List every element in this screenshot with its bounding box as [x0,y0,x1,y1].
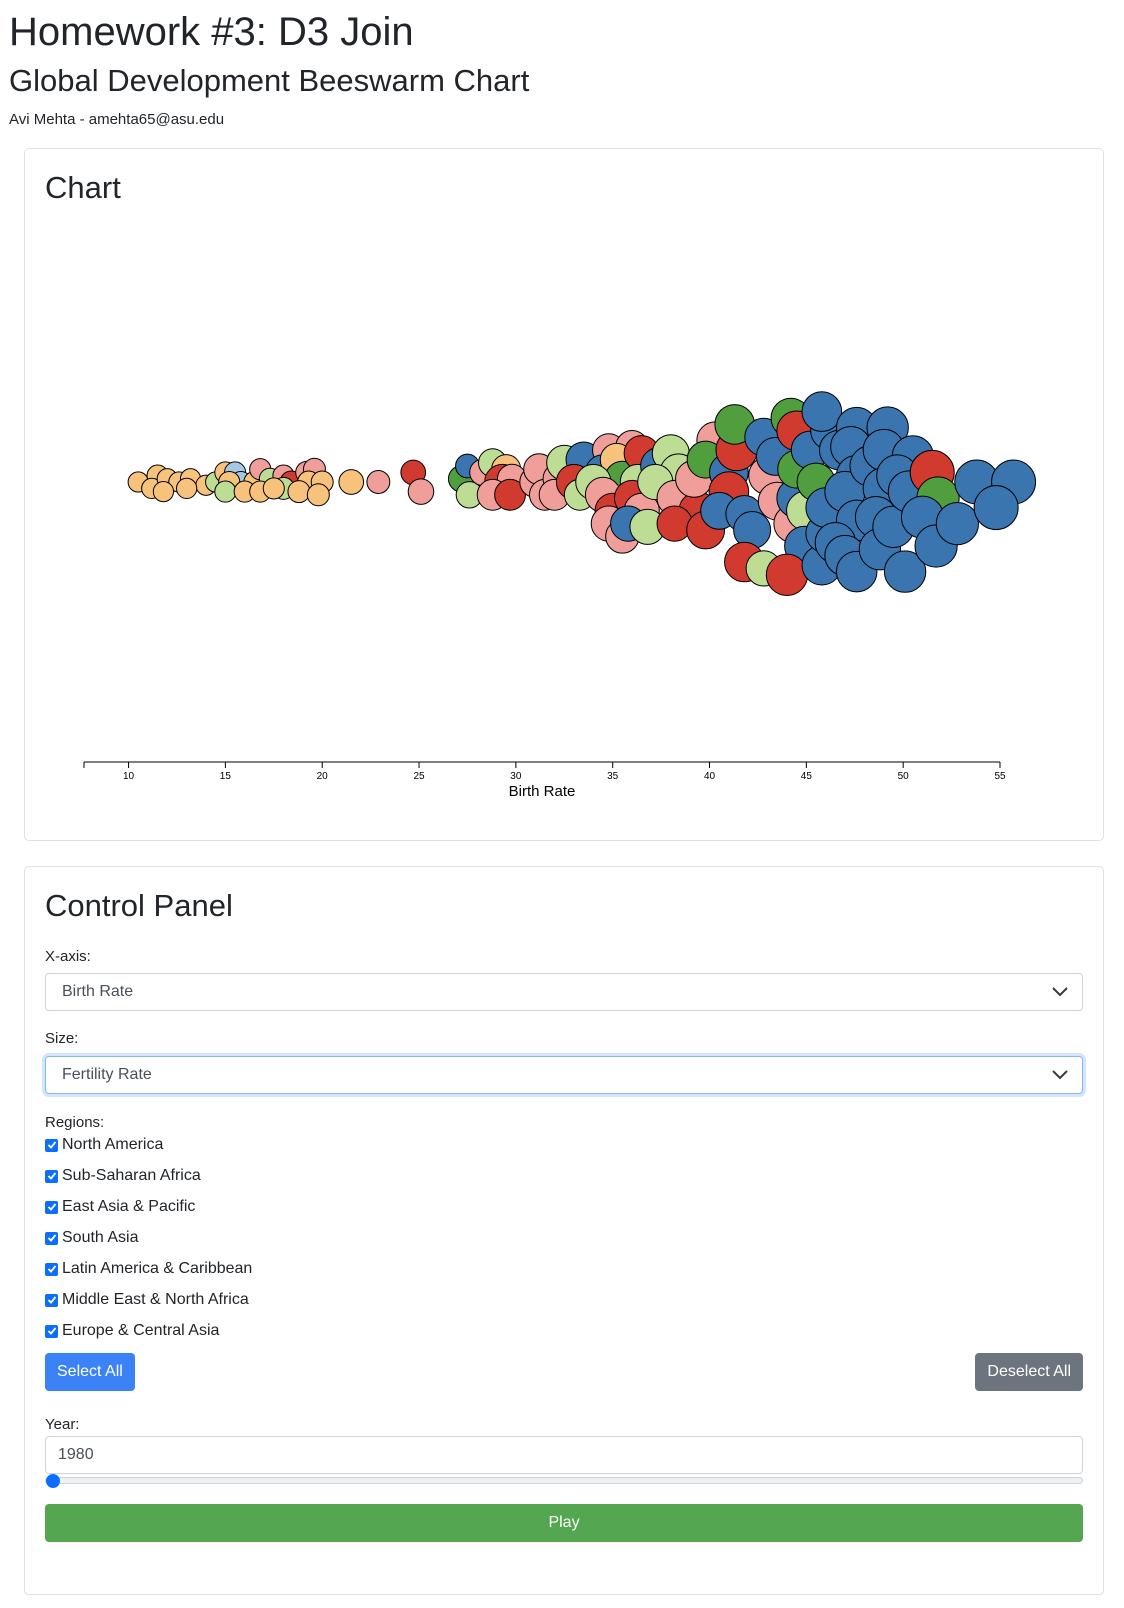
country-node[interactable] [935,501,980,546]
size-label: Size: [45,1030,79,1047]
region-checkbox-latin-america-caribbean[interactable]: Latin America & Caribbean [45,1258,252,1280]
size-select-value: Fertility Rate [62,1066,152,1083]
year-label: Year: [45,1416,80,1433]
x-axis-ticks: 10 15 20 25 30 35 40 45 50 55 [83,762,1006,782]
region-label: Middle East & North Africa [62,1291,249,1308]
select-all-button[interactable]: Select All [45,1353,135,1391]
author-line: Avi Mehta - amehta65@asu.edu [9,111,225,128]
chevron-down-icon [1052,987,1068,997]
country-node[interactable] [287,480,311,504]
checkbox-checked-icon[interactable] [45,1169,58,1183]
x-axis-tick-label: 30 [510,771,522,782]
deselect-all-button[interactable]: Deselect All [975,1353,1083,1391]
country-node[interactable] [801,391,843,432]
country-node[interactable] [262,477,285,500]
country-node[interactable] [338,469,365,495]
xaxis-label: X-axis: [45,948,91,965]
chart-card: Chart 10 15 20 25 30 35 40 45 50 55 Birth Rate [24,148,1104,841]
x-axis-tick-label: 40 [704,771,716,782]
x-axis-tick-label: 45 [801,771,813,782]
x-axis-tick-label: 25 [413,771,425,782]
x-axis-tick-label: 20 [317,771,329,782]
region-label: Sub-Saharan Africa [62,1167,201,1184]
size-select[interactable]: Fertility Rate [45,1056,1083,1094]
checkbox-checked-icon[interactable] [45,1324,58,1338]
country-node[interactable] [366,470,391,494]
checkbox-checked-icon[interactable] [45,1200,58,1214]
country-node[interactable] [973,485,1019,531]
region-label: Latin America & Caribbean [62,1260,253,1277]
x-axis-label: Birth Rate [509,783,576,800]
region-label: South Asia [62,1229,139,1246]
chart-nodes [127,391,1037,596]
checkbox-checked-icon[interactable] [45,1138,58,1152]
play-button[interactable]: Play [45,1504,1083,1542]
checkbox-checked-icon[interactable] [45,1293,58,1307]
x-axis-tick-label: 50 [898,771,910,782]
region-checkbox-sub-saharan-africa[interactable]: Sub-Saharan Africa [45,1165,201,1187]
region-checkbox-east-asia-pacific[interactable]: East Asia & Pacific [45,1196,195,1218]
x-axis-tick-label: 10 [123,771,135,782]
regions-label: Regions: [45,1114,105,1131]
country-node[interactable] [214,480,237,503]
country-node[interactable] [656,505,693,542]
country-node[interactable] [407,478,435,505]
region-checkbox-south-asia[interactable]: South Asia [45,1227,139,1249]
beeswarm-chart: 10 15 20 25 30 35 40 45 50 55 Birth Rate [83,391,1037,800]
chevron-down-icon [1052,1070,1068,1080]
checkbox-checked-icon[interactable] [45,1231,58,1245]
year-input[interactable]: 1980 [45,1436,1083,1474]
region-checkbox-middle-east-north-africa[interactable]: Middle East & North Africa [45,1289,249,1311]
region-label: East Asia & Pacific [62,1198,196,1215]
region-label: Europe & Central Asia [62,1322,220,1339]
checkbox-checked-icon[interactable] [45,1262,58,1276]
country-node[interactable] [306,483,330,507]
x-axis-tick-label: 35 [607,771,619,782]
chart-card-title: Chart [45,170,121,205]
page-subtitle: Global Development Beeswarm Chart [9,63,530,98]
xaxis-select-value: Birth Rate [62,983,134,1000]
control-panel-title: Control Panel [45,888,233,923]
xaxis-select[interactable]: Birth Rate [45,973,1083,1011]
region-checkbox-europe-central-asia[interactable]: Europe & Central Asia [45,1320,219,1342]
country-node[interactable] [152,480,175,503]
control-panel-card: Control Panel X-axis: Birth Rate Size: F… [24,866,1104,1595]
region-label: North America [62,1136,164,1153]
page-title: Homework #3: D3 Join [9,10,414,54]
country-node[interactable] [883,550,927,593]
x-axis: 10 15 20 25 30 35 40 45 50 55 Birth Rate [83,761,1006,800]
country-node[interactable] [765,553,809,596]
country-node[interactable] [176,477,198,500]
x-axis-tick-label: 15 [220,771,232,782]
x-axis-tick-label: 55 [994,771,1006,782]
year-slider-track[interactable] [45,1477,1083,1484]
year-slider-thumb[interactable] [46,1474,60,1488]
country-node[interactable] [494,478,526,511]
region-checkbox-north-america[interactable]: North America [45,1134,163,1156]
